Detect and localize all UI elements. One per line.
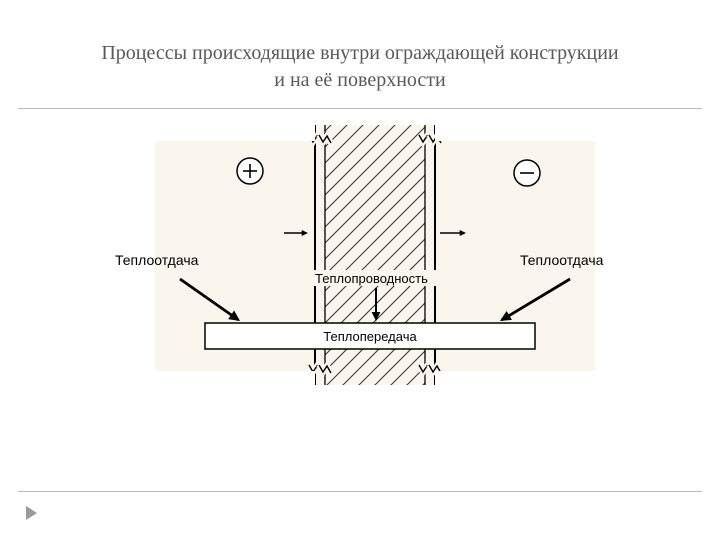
title-line-2: и на её поверхности (274, 69, 445, 91)
play-icon[interactable] (26, 506, 37, 520)
divider-bottom (18, 491, 702, 492)
label-left: Теплоотдача (115, 252, 199, 268)
label-right: Теплоотдача (520, 252, 604, 268)
label-box: Теплопередача (323, 329, 417, 344)
wall-heat-diagram: Теплоотдача Теплоотдача Теплопроводность Те… (80, 125, 640, 385)
divider-top (18, 108, 702, 109)
label-mid: Теплопроводность (315, 271, 428, 286)
slide-title: Процессы происходящие внутри ограждающей… (0, 40, 720, 94)
title-line-1: Процессы происходящие внутри ограждающей… (101, 42, 618, 64)
